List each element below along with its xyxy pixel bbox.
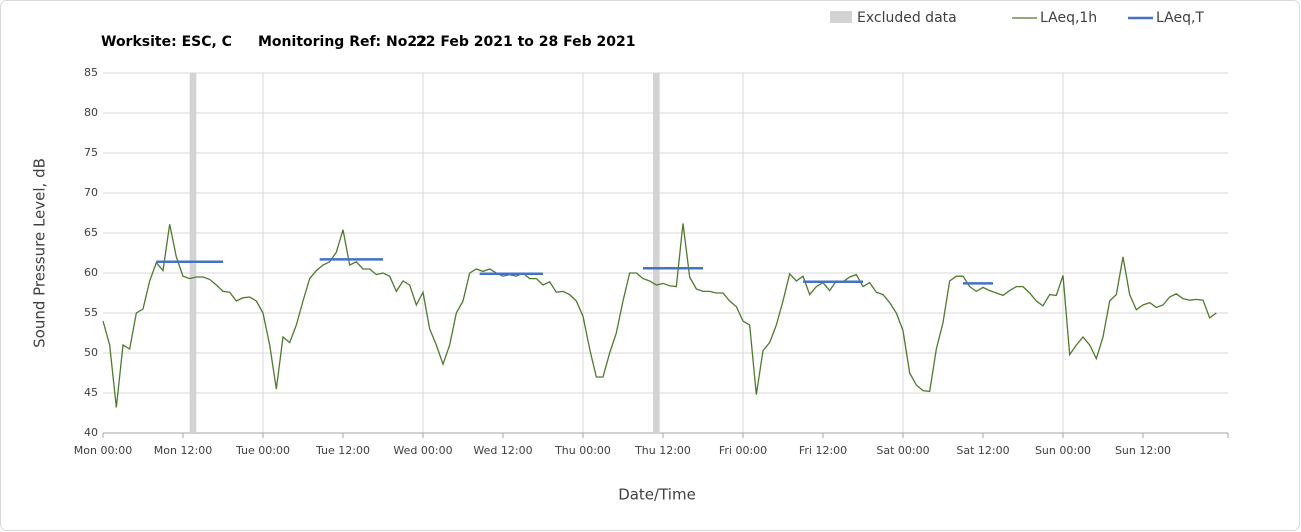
legend-label: Excluded data bbox=[857, 10, 957, 26]
legend-label: LAeq,T bbox=[1156, 10, 1204, 26]
title-part: Monitoring Ref: No22 bbox=[258, 34, 427, 50]
x-tick-label: Thu 00:00 bbox=[554, 444, 611, 457]
y-tick-label: 65 bbox=[84, 226, 98, 239]
x-tick-label: Sun 00:00 bbox=[1035, 444, 1091, 457]
y-tick-label: 75 bbox=[84, 146, 98, 159]
x-tick-label: Mon 00:00 bbox=[74, 444, 132, 457]
y-tick-label: 60 bbox=[84, 266, 98, 279]
x-tick-label: Fri 00:00 bbox=[719, 444, 767, 457]
x-axis-label: Date/Time bbox=[618, 486, 696, 504]
y-tick-label: 55 bbox=[84, 306, 98, 319]
x-tick-label: Mon 12:00 bbox=[154, 444, 212, 457]
x-tick-label: Thu 12:00 bbox=[634, 444, 691, 457]
excluded-band bbox=[189, 73, 197, 433]
legend-label: LAeq,1h bbox=[1040, 10, 1097, 26]
title-part: Worksite: ESC, C bbox=[101, 34, 232, 50]
x-tick-label: Wed 12:00 bbox=[473, 444, 532, 457]
x-tick-label: Tue 12:00 bbox=[315, 444, 370, 457]
x-tick-label: Tue 00:00 bbox=[235, 444, 290, 457]
x-tick-label: Fri 12:00 bbox=[799, 444, 847, 457]
y-tick-label: 45 bbox=[84, 386, 98, 399]
y-axis-label: Sound Pressure Level, dB bbox=[31, 158, 49, 348]
excluded-band bbox=[653, 73, 660, 433]
x-tick-label: Sun 12:00 bbox=[1115, 444, 1171, 457]
legend-swatch bbox=[830, 11, 852, 23]
y-tick-label: 40 bbox=[84, 426, 98, 439]
series-line bbox=[102, 223, 1217, 408]
x-tick-label: Sat 00:00 bbox=[876, 444, 929, 457]
y-tick-label: 70 bbox=[84, 186, 98, 199]
y-tick-label: 85 bbox=[84, 66, 98, 79]
y-tick-label: 50 bbox=[84, 346, 98, 359]
x-tick-label: Sat 12:00 bbox=[956, 444, 1009, 457]
title-part: 22 Feb 2021 to 28 Feb 2021 bbox=[416, 34, 635, 50]
y-tick-label: 80 bbox=[84, 106, 98, 119]
x-tick-label: Wed 00:00 bbox=[393, 444, 452, 457]
